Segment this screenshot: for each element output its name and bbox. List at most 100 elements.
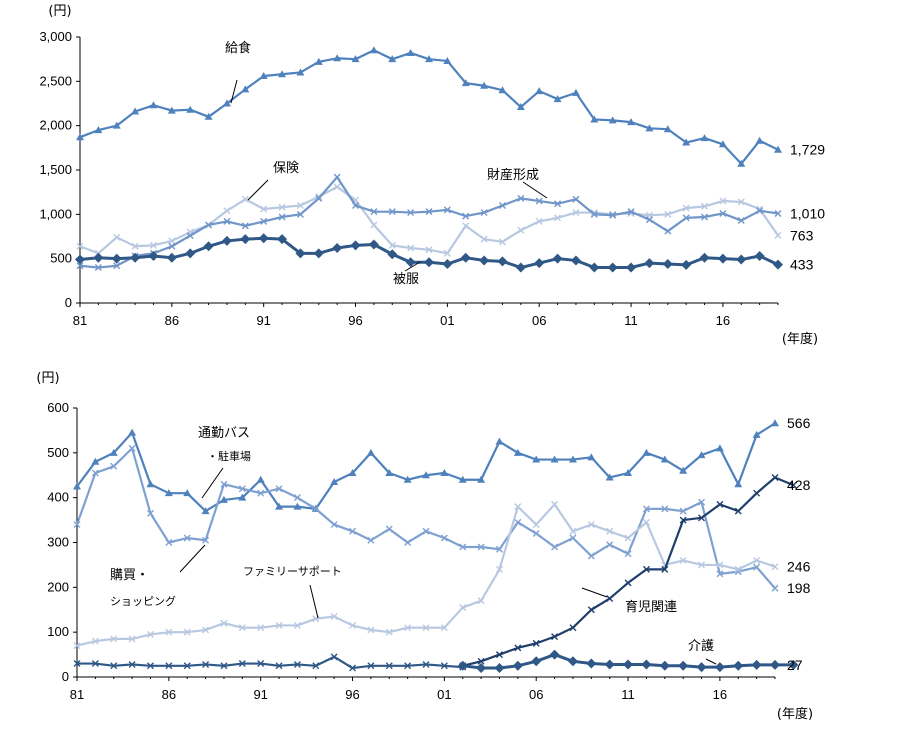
data-point bbox=[315, 194, 323, 202]
data-point bbox=[554, 214, 562, 222]
data-point bbox=[495, 545, 503, 553]
data-point bbox=[277, 234, 288, 245]
data-point bbox=[332, 243, 343, 254]
data-point bbox=[514, 518, 522, 526]
data-point bbox=[479, 255, 490, 266]
data-point bbox=[771, 473, 779, 481]
data-point bbox=[407, 209, 415, 217]
data-point bbox=[183, 662, 191, 670]
data-point bbox=[111, 253, 122, 264]
data-point bbox=[113, 262, 121, 270]
data-point bbox=[517, 226, 525, 234]
data-point bbox=[698, 561, 706, 569]
y-tick-label: 2,500 bbox=[39, 73, 72, 88]
data-point bbox=[590, 115, 599, 123]
data-point bbox=[146, 480, 155, 488]
data-point bbox=[718, 140, 727, 148]
series-line bbox=[79, 185, 779, 255]
data-point bbox=[257, 624, 265, 632]
data-point bbox=[477, 657, 485, 665]
data-point bbox=[719, 197, 727, 205]
x-unit-label: (年度) bbox=[782, 331, 818, 347]
data-point bbox=[425, 208, 433, 216]
data-point bbox=[348, 469, 357, 477]
data-point bbox=[679, 466, 688, 474]
data-point bbox=[202, 626, 210, 634]
data-point bbox=[714, 662, 725, 673]
data-point bbox=[241, 222, 249, 230]
x-tick-label: 96 bbox=[348, 313, 362, 328]
data-point bbox=[220, 619, 228, 627]
end-value-label: 27 bbox=[787, 657, 803, 673]
data-point bbox=[204, 112, 213, 120]
data-point bbox=[587, 552, 595, 560]
data-point bbox=[642, 448, 651, 456]
data-point bbox=[624, 534, 632, 542]
data-point bbox=[128, 660, 136, 668]
data-point bbox=[569, 527, 577, 535]
data-point bbox=[532, 530, 540, 538]
data-point bbox=[570, 255, 581, 266]
x-tick-label: 91 bbox=[256, 313, 270, 328]
data-point bbox=[587, 453, 596, 461]
data-point bbox=[440, 662, 448, 670]
end-value-label: 433 bbox=[790, 257, 814, 273]
data-point bbox=[94, 126, 103, 134]
x-unit-label: (年度) bbox=[777, 706, 813, 722]
data-point bbox=[789, 481, 797, 489]
data-point bbox=[220, 662, 228, 670]
data-point bbox=[73, 642, 81, 650]
data-point bbox=[498, 238, 506, 246]
series-2-6 bbox=[73, 653, 467, 672]
series-name-label: 介護 bbox=[688, 638, 714, 654]
data-point bbox=[700, 134, 709, 142]
annotation-leader-line bbox=[247, 179, 269, 201]
data-point bbox=[641, 659, 652, 670]
data-point bbox=[627, 208, 635, 216]
x-tick-label: 01 bbox=[440, 313, 454, 328]
data-point bbox=[678, 660, 689, 671]
data-point bbox=[534, 258, 545, 269]
end-value-label: 246 bbox=[787, 559, 811, 575]
data-point bbox=[296, 201, 304, 209]
data-point bbox=[131, 242, 139, 250]
data-point bbox=[370, 208, 378, 216]
data-point bbox=[605, 473, 614, 481]
annotation-leader-line bbox=[179, 544, 206, 573]
series-line bbox=[77, 655, 463, 670]
data-point bbox=[664, 210, 672, 218]
data-point bbox=[404, 539, 412, 546]
data-point bbox=[112, 121, 121, 129]
data-point bbox=[756, 207, 764, 215]
data-point bbox=[443, 56, 452, 64]
series-name-label: ファミリーサポート bbox=[243, 565, 342, 578]
data-point bbox=[388, 208, 396, 216]
data-point bbox=[642, 518, 650, 526]
data-point bbox=[682, 138, 691, 146]
series-1-4 bbox=[75, 233, 783, 273]
data-point bbox=[222, 99, 231, 107]
data-point bbox=[569, 624, 577, 632]
data-point bbox=[164, 489, 173, 497]
data-point bbox=[477, 543, 485, 551]
series-2-5 bbox=[457, 649, 799, 674]
data-point bbox=[275, 662, 283, 670]
data-point bbox=[165, 628, 173, 636]
data-point bbox=[679, 516, 687, 524]
data-point bbox=[146, 630, 154, 638]
series-name-label: 育児関連 bbox=[625, 599, 677, 615]
data-point bbox=[774, 209, 782, 217]
x-tick-label: 11 bbox=[624, 313, 638, 328]
data-point bbox=[241, 85, 250, 93]
data-point bbox=[753, 563, 761, 571]
data-point bbox=[699, 252, 710, 263]
data-point bbox=[549, 649, 560, 660]
series-line bbox=[76, 503, 776, 647]
x-tick-label: 06 bbox=[529, 687, 543, 702]
data-point bbox=[223, 207, 231, 215]
series-2-2 bbox=[73, 444, 779, 592]
end-value-label: 1,010 bbox=[790, 205, 825, 221]
data-point bbox=[312, 505, 320, 513]
x-tick-label: 81 bbox=[73, 313, 87, 328]
y-unit-label: (円) bbox=[48, 4, 71, 19]
